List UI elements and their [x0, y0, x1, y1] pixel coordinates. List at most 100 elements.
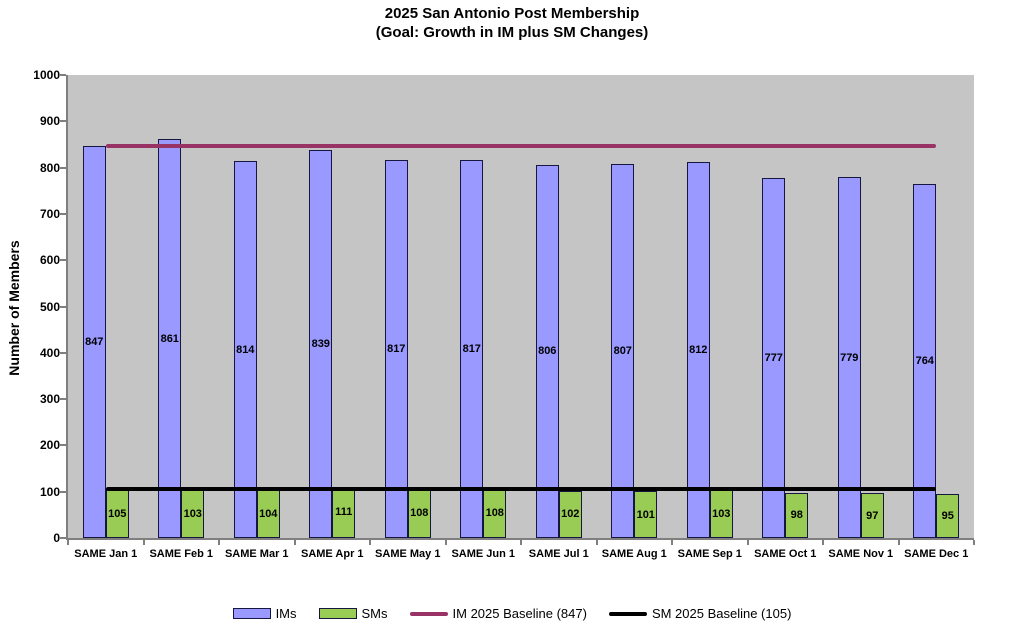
y-tick-label: 100 — [39, 484, 60, 499]
im-bar — [762, 178, 786, 538]
sm-bar-value-label: 102 — [561, 508, 580, 521]
x-tick-mark — [142, 540, 145, 545]
x-tick-mark — [973, 540, 975, 545]
legend-label: SM 2025 Baseline (105) — [651, 606, 792, 621]
sm-bar — [634, 491, 658, 538]
x-tick-mark — [671, 540, 673, 545]
y-tick-mark — [60, 166, 66, 169]
legend-label: SMs — [361, 606, 388, 621]
y-tick-label: 900 — [39, 114, 60, 129]
im-bar — [384, 159, 408, 538]
x-axis-category-label: SAME Feb 1 — [149, 548, 214, 560]
x-axis-category-label: SAME Nov 1 — [828, 548, 894, 560]
im-bar-value-label: 817 — [387, 342, 406, 355]
x-tick-mark — [444, 540, 447, 545]
sm-bar-value-label: 101 — [636, 508, 655, 521]
x-axis-category-label: SAME Jun 1 — [451, 548, 516, 560]
sm-bar-value-label: 105 — [108, 507, 127, 520]
sm-bar-value-label: 108 — [410, 506, 429, 519]
legend-item-sm-baseline: SM 2025 Baseline (105) — [608, 606, 792, 621]
im-bar — [460, 159, 484, 538]
x-axis-category-label: SAME Mar 1 — [224, 548, 289, 560]
x-axis-category-label: SAME Dec 1 — [904, 548, 969, 560]
im-legend-swatch — [232, 608, 271, 619]
legend-label: IM 2025 Baseline (847) — [452, 606, 587, 621]
sm-bar — [860, 493, 884, 538]
x-tick-mark — [293, 540, 296, 545]
im-bar-value-label: 779 — [840, 351, 859, 364]
im-bar — [535, 164, 559, 538]
y-tick-mark — [60, 351, 66, 354]
x-tick-mark — [67, 540, 69, 545]
legend-label: IMs — [275, 606, 297, 621]
im-bar — [158, 139, 182, 538]
legend-item-ims: IMs — [232, 606, 297, 621]
im-baseline-line — [105, 143, 937, 148]
sm-bar-value-label: 103 — [712, 508, 731, 521]
im-bar — [686, 162, 710, 538]
im-bar — [309, 149, 333, 538]
im-bar-value-label: 861 — [160, 332, 179, 345]
y-tick-mark — [60, 490, 66, 493]
sm-bar-value-label: 98 — [790, 509, 803, 522]
y-tick-mark — [60, 537, 66, 539]
chart-subtitle: (Goal: Growth in IM plus SM Changes) — [375, 24, 649, 41]
sm-baseline-legend-swatch — [608, 611, 647, 616]
im-baseline-legend-swatch — [409, 611, 448, 616]
y-tick-label: 600 — [39, 253, 60, 268]
im-bar-value-label: 847 — [85, 335, 104, 348]
x-axis-line — [66, 538, 974, 540]
im-bar — [82, 145, 106, 538]
x-tick-mark — [369, 540, 371, 545]
im-bar — [913, 184, 937, 538]
x-axis-category-label: SAME Aug 1 — [601, 548, 667, 560]
x-tick-mark — [595, 540, 598, 545]
sm-bar — [785, 492, 809, 538]
chart-legend: IMs SMs IM 2025 Baseline (847) SM 2025 Base… — [0, 606, 1024, 621]
y-tick-mark — [60, 398, 66, 401]
im-bar-value-label: 764 — [915, 355, 934, 368]
im-bar — [233, 161, 257, 538]
x-tick-mark — [520, 540, 522, 545]
y-axis-line — [66, 75, 68, 540]
y-tick-label: 700 — [39, 206, 60, 221]
plot-area: 847 105 861 103 814 104 839 111 817 108 817 108 806 1… — [68, 75, 974, 538]
x-axis-category-label: SAME Apr 1 — [300, 548, 364, 560]
legend-item-sms: SMs — [318, 606, 388, 621]
sm-baseline-line — [105, 487, 937, 492]
im-bar — [611, 164, 635, 538]
sm-bar-value-label: 104 — [259, 507, 278, 520]
im-bar-value-label: 806 — [538, 345, 557, 358]
sm-bar — [332, 486, 356, 538]
y-tick-mark — [60, 305, 66, 308]
y-tick-label: 800 — [39, 160, 60, 175]
sm-bar-value-label: 108 — [485, 506, 504, 519]
x-axis-category-label: SAME Oct 1 — [754, 548, 817, 560]
y-tick-mark — [60, 212, 66, 215]
x-axis-category-label: SAME Sep 1 — [677, 548, 742, 560]
im-bar-value-label: 777 — [764, 352, 783, 365]
y-tick-label: 200 — [39, 438, 60, 453]
im-bar-value-label: 807 — [613, 345, 632, 358]
im-bar-value-label: 839 — [311, 337, 330, 350]
y-tick-label: 0 — [53, 531, 60, 545]
y-tick-mark — [60, 120, 66, 123]
x-tick-mark — [897, 540, 900, 545]
sm-bar — [936, 494, 960, 538]
sm-legend-swatch — [318, 608, 357, 619]
sm-bar-value-label: 97 — [866, 509, 879, 522]
x-axis-category-label: SAME May 1 — [375, 548, 441, 560]
y-tick-mark — [60, 444, 66, 447]
im-bar-value-label: 812 — [689, 344, 708, 357]
x-axis-category-label: SAME Jan 1 — [74, 548, 138, 560]
x-axis-category-label: SAME Jul 1 — [528, 548, 589, 560]
im-bar — [837, 177, 861, 538]
y-tick-label: 1000 — [33, 68, 60, 82]
sm-bar — [558, 490, 582, 538]
sm-bar-value-label: 95 — [941, 510, 954, 522]
chart-title-block: 2025 San Antonio Post Membership (Goal: … — [0, 4, 1024, 42]
y-tick-label: 300 — [39, 392, 60, 407]
legend-item-im-baseline: IM 2025 Baseline (847) — [409, 606, 587, 621]
y-tick-label: 400 — [39, 345, 60, 360]
chart-title: 2025 San Antonio Post Membership — [384, 5, 640, 22]
